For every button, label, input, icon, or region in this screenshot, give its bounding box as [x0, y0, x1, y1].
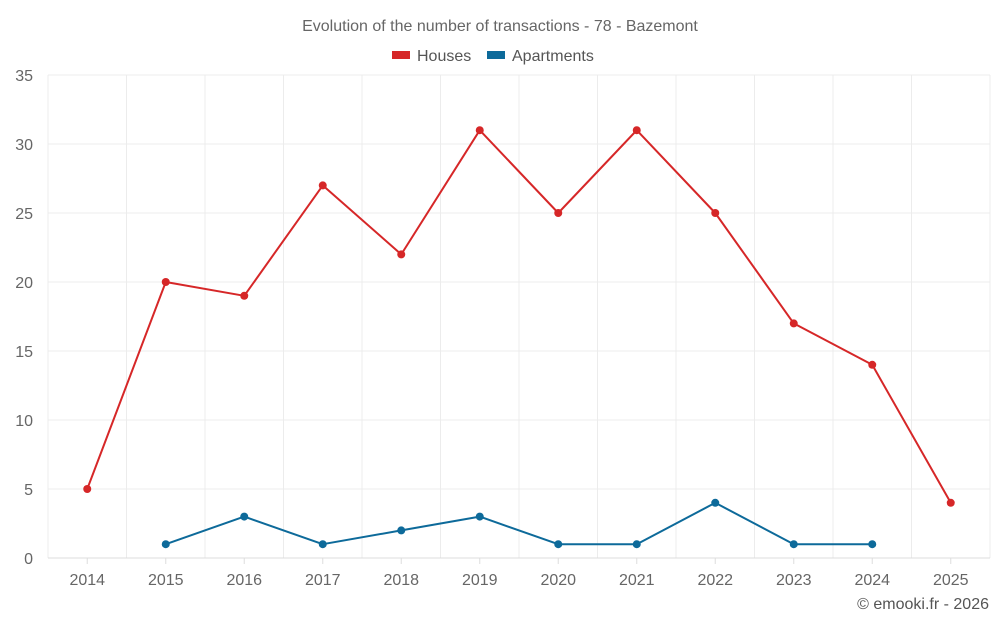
data-point-apartments[interactable] [632, 540, 641, 549]
x-tick-label: 2021 [619, 572, 655, 589]
data-point-houses[interactable] [318, 181, 327, 190]
series [83, 126, 955, 549]
data-point-apartments[interactable] [318, 540, 327, 549]
y-tick-label: 35 [15, 68, 33, 85]
x-axis-ticks: 2014 2015 2016 2017 2018 2019 2020 2021 2022 2023… [69, 558, 969, 589]
legend-item-houses[interactable]: Houses [392, 48, 471, 65]
x-tick-label: 2022 [697, 572, 733, 589]
y-tick-label: 15 [15, 344, 33, 361]
data-point-houses[interactable] [868, 360, 877, 369]
y-tick-label: 10 [15, 413, 33, 430]
data-point-apartments[interactable] [161, 540, 170, 549]
grid [47, 74, 991, 559]
series-line-apartments [165, 501, 873, 546]
series-apartments [161, 498, 877, 549]
data-point-apartments[interactable] [789, 540, 798, 549]
x-tick-label: 2023 [776, 572, 812, 589]
credit: © emooki.fr - 2026 [857, 596, 989, 613]
y-tick-label: 20 [15, 275, 33, 292]
legend-label-apartments: Apartments [512, 48, 594, 65]
y-tick-label: 25 [15, 206, 33, 223]
y-tick-label: 5 [24, 482, 33, 499]
data-point-houses[interactable] [83, 485, 92, 493]
x-tick-label: 2020 [540, 572, 576, 589]
y-tick-label: 0 [24, 551, 33, 568]
x-tick-label: 2025 [933, 572, 969, 589]
x-tick-label: 2014 [69, 572, 105, 589]
legend-swatch-apartments [487, 51, 505, 59]
data-point-houses[interactable] [161, 278, 170, 286]
data-point-apartments[interactable] [868, 540, 877, 549]
y-tick-label: 30 [15, 137, 33, 154]
data-point-houses[interactable] [475, 126, 484, 135]
data-point-apartments[interactable] [711, 498, 720, 507]
series-line-houses [86, 129, 952, 504]
series-houses [83, 126, 955, 507]
data-point-apartments[interactable] [397, 526, 406, 535]
x-tick-label: 2015 [148, 572, 184, 589]
data-point-houses[interactable] [554, 209, 563, 217]
x-tick-label: 2016 [226, 572, 262, 589]
legend-item-apartments[interactable]: Apartments [487, 48, 594, 65]
data-point-apartments[interactable] [554, 540, 563, 549]
data-point-houses[interactable] [632, 126, 641, 135]
legend[interactable]: Houses Apartments [392, 48, 594, 65]
data-point-apartments[interactable] [475, 512, 484, 521]
legend-swatch-houses [392, 51, 410, 59]
x-tick-label: 2018 [383, 572, 419, 589]
x-tick-label: 2019 [462, 572, 498, 589]
data-point-apartments[interactable] [240, 512, 249, 521]
data-point-houses[interactable] [946, 498, 955, 507]
data-point-houses[interactable] [789, 319, 798, 328]
data-point-houses[interactable] [711, 209, 720, 217]
x-tick-label: 2024 [854, 572, 890, 589]
legend-label-houses: Houses [417, 48, 471, 65]
y-axis-ticks: 0 5 10 15 20 25 30 35 [15, 68, 33, 568]
data-point-houses[interactable] [397, 250, 406, 259]
x-tick-label: 2017 [305, 572, 341, 589]
chart-title: Evolution of the number of transactions … [302, 18, 698, 35]
data-point-houses[interactable] [240, 291, 249, 300]
